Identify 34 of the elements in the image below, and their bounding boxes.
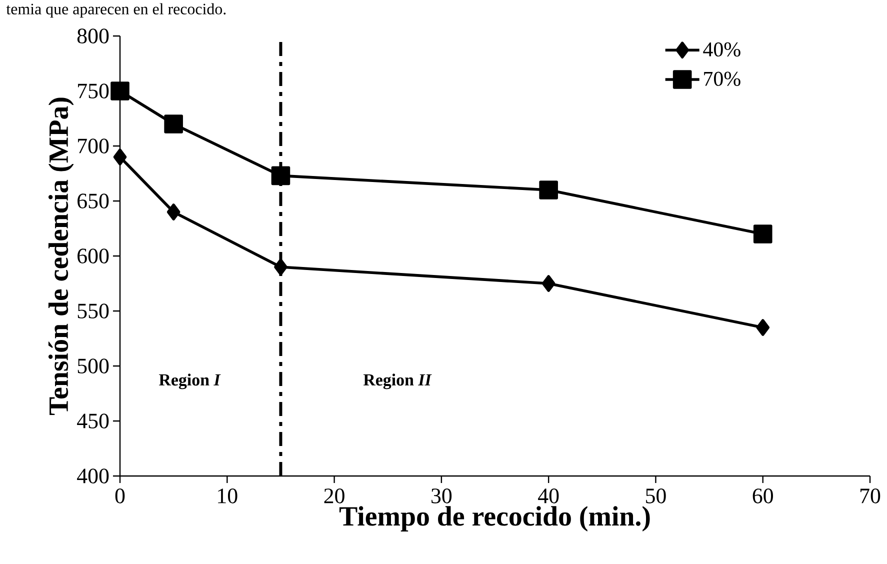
point [539, 180, 558, 200]
annotation: Region II [363, 374, 432, 390]
legend-label: 70% [704, 72, 740, 86]
text: temia que aparecen en el recocido. [6, 3, 226, 18]
y-tick-label: 600 [78, 248, 109, 264]
point [271, 166, 290, 186]
point [110, 82, 130, 100]
y-tick-label: 700 [78, 138, 109, 154]
x-tick-label: 30 [432, 488, 452, 504]
y-tick-label: 800 [77, 28, 109, 44]
y-tick-label: 450 [77, 414, 109, 428]
x-tick-label: 10 [218, 488, 238, 504]
point [166, 204, 180, 220]
y-tick-label: 650 [78, 194, 109, 208]
point [274, 258, 288, 276]
y-axis-title: Tensión de cedencia (MPa) [48, 98, 74, 416]
point [753, 224, 772, 244]
point [756, 319, 770, 336]
x-tick-label: 60 [752, 488, 773, 504]
point [164, 114, 183, 134]
x-axis-title: Tiempo de recocido (min.) [339, 506, 650, 532]
y-tick-label: 500 [78, 358, 109, 374]
point [542, 275, 556, 292]
legend-label: 40% [703, 42, 740, 57]
x-tick-label: 0 [115, 488, 125, 504]
y-tick-label: 400 [77, 468, 109, 484]
y-tick-label: 550 [78, 304, 109, 318]
y-tick-label: 750 [78, 84, 109, 98]
x-tick-label: 50 [646, 488, 666, 504]
point [113, 148, 127, 166]
x-tick-label: 40 [538, 488, 559, 504]
x-tick-label: 20 [324, 488, 344, 504]
x-tick-label: 70 [860, 488, 880, 504]
annotation: Region I [158, 374, 221, 390]
